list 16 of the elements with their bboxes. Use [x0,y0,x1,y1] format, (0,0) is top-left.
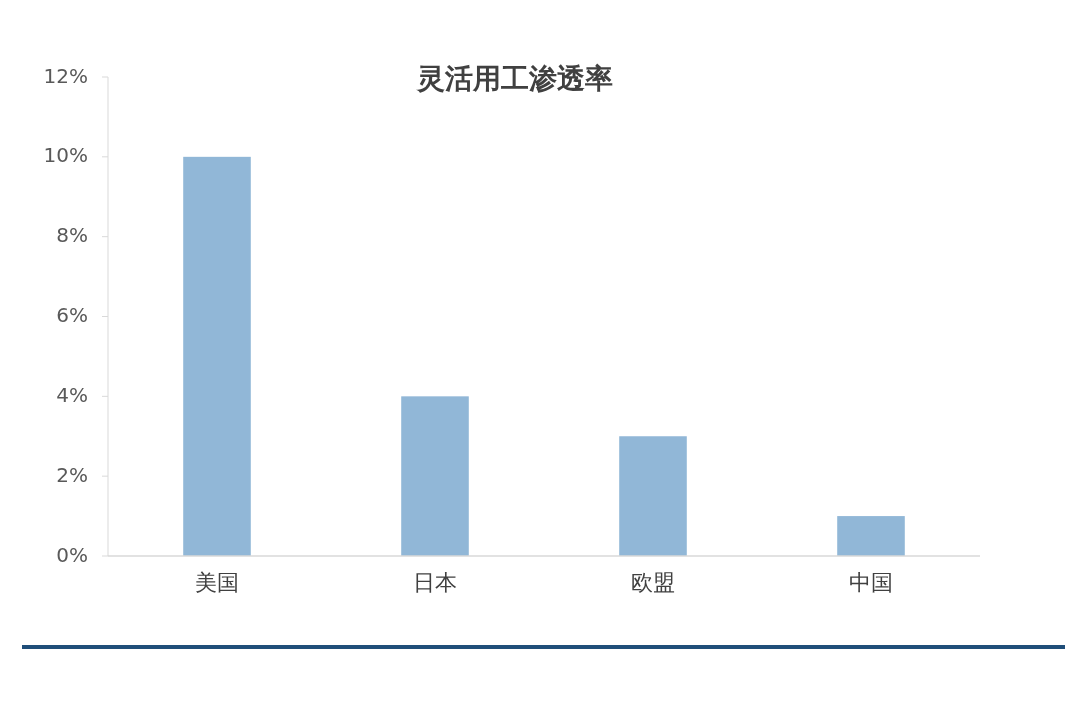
y-tick-label: 0% [56,542,88,567]
y-tick-label: 10% [43,143,88,168]
x-tick-label: 日本 [413,570,457,595]
y-tick-label: 8% [56,223,88,248]
y-tick-label: 6% [56,303,88,327]
y-tick-label: 12% [43,63,88,88]
bar [183,156,251,556]
x-tick-label: 美国 [195,570,239,595]
chart-title: 灵活用工渗透率 [416,62,613,95]
x-tick-label: 中国 [849,570,893,595]
x-tick-label: 欧盟 [631,570,675,595]
bar [619,436,687,556]
bar [837,516,905,556]
y-tick-label: 2% [56,462,88,487]
y-tick-label: 4% [56,382,88,407]
bar [401,396,469,556]
